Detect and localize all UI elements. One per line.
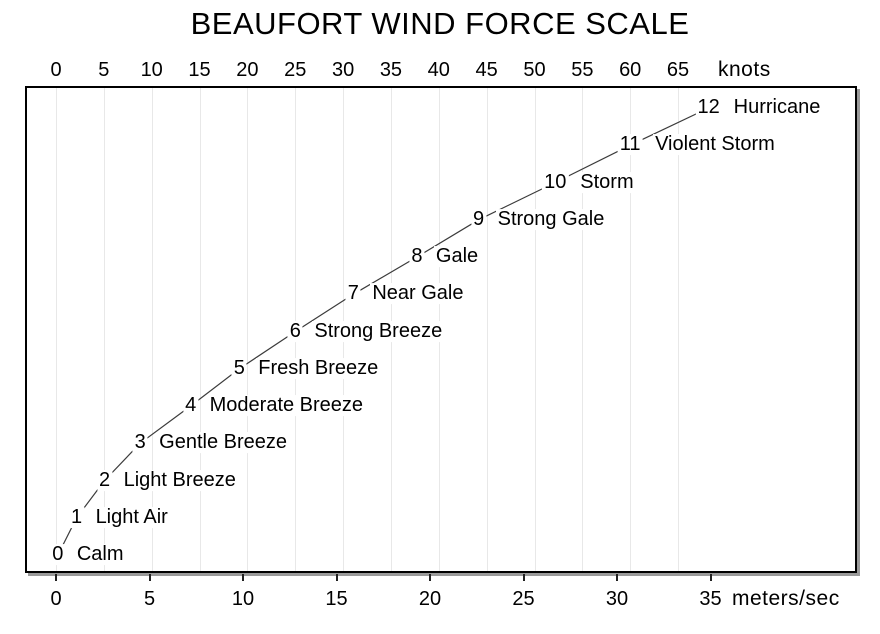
top-axis-tick-label: 5 [98, 59, 110, 81]
top-axis-tick-label: 15 [188, 59, 211, 81]
data-point-number: 0 [50, 543, 66, 566]
bottom-axis-tick [335, 574, 338, 581]
data-point-name: Calm [74, 543, 126, 566]
bottom-axis-tick [709, 574, 712, 581]
gridline [247, 88, 248, 571]
gridline [200, 88, 201, 571]
bottom-axis-tick [55, 574, 57, 581]
top-axis-tick-label: 20 [236, 59, 259, 81]
data-point-name: Strong Gale [495, 207, 607, 230]
top-axis-tick-label: 60 [619, 59, 642, 81]
top-axis-tick-label: 55 [571, 59, 594, 81]
data-point-number: 12 [695, 96, 722, 119]
plot-frame [25, 86, 857, 573]
bottom-axis-unit-label: meters/sec [732, 587, 840, 610]
data-point-number: 7 [345, 282, 361, 305]
top-axis-unit-label: knots [718, 58, 771, 81]
data-point-number: 10 [542, 170, 569, 193]
data-point-number: 3 [132, 431, 148, 454]
gridline [535, 88, 536, 571]
gridline [56, 88, 57, 571]
top-axis-tick-label: 35 [379, 59, 403, 81]
top-axis-tick-label: 40 [427, 59, 450, 81]
data-point-number: 11 [617, 133, 643, 156]
top-axis-tick-label: 0 [50, 59, 62, 81]
bottom-axis-tick-label: 20 [418, 588, 442, 610]
data-point-name: Storm [578, 170, 636, 193]
data-point-name: Light Breeze [121, 468, 238, 491]
data-point-number: 1 [69, 505, 85, 528]
data-point-name: Light Air [93, 505, 170, 528]
data-point-number: 4 [183, 394, 199, 417]
gridline [152, 88, 153, 571]
data-point-name: Strong Breeze [312, 319, 445, 342]
gridline [630, 88, 631, 571]
bottom-axis-tick [148, 574, 151, 581]
top-axis-tick-label: 30 [331, 59, 355, 81]
bottom-axis-tick [522, 574, 525, 581]
data-point-name: Moderate Breeze [207, 394, 366, 417]
top-axis-tick-label: 45 [475, 59, 498, 81]
gridline [678, 88, 679, 571]
top-axis-tick-label: 50 [523, 59, 546, 81]
data-point-number: 5 [231, 356, 247, 379]
gridline [104, 88, 105, 571]
data-point-number: 9 [471, 207, 487, 230]
data-point-name: Near Gale [370, 282, 466, 305]
data-point-name: Violent Storm [653, 133, 777, 156]
data-point-number: 8 [409, 245, 425, 268]
bottom-axis-tick-label: 30 [605, 588, 629, 610]
bottom-axis-tick [616, 574, 618, 581]
data-point-name: Gentle Breeze [157, 431, 289, 454]
bottom-axis-tick-label: 35 [699, 588, 722, 610]
bottom-axis-tick-label: 0 [50, 588, 62, 610]
gridline [582, 88, 583, 571]
chart-title: BEAUFORT WIND FORCE SCALE [190, 6, 690, 41]
bottom-axis-tick [429, 574, 431, 581]
bottom-axis-tick [242, 574, 244, 581]
data-point-name: Fresh Breeze [256, 356, 381, 379]
top-axis-tick-label: 65 [666, 59, 690, 81]
bottom-axis-tick-label: 10 [231, 588, 255, 610]
data-point-name: Gale [433, 245, 481, 268]
top-axis-tick-label: 10 [140, 59, 163, 81]
top-axis-tick-label: 25 [284, 59, 307, 81]
data-point-number: 2 [97, 468, 113, 491]
gridline [487, 88, 488, 571]
data-point-name: Hurricane [731, 96, 823, 119]
bottom-axis-tick-label: 15 [325, 588, 348, 610]
data-point-number: 6 [287, 319, 303, 342]
bottom-axis-tick-label: 5 [143, 588, 156, 610]
bottom-axis-tick-label: 25 [512, 588, 535, 610]
